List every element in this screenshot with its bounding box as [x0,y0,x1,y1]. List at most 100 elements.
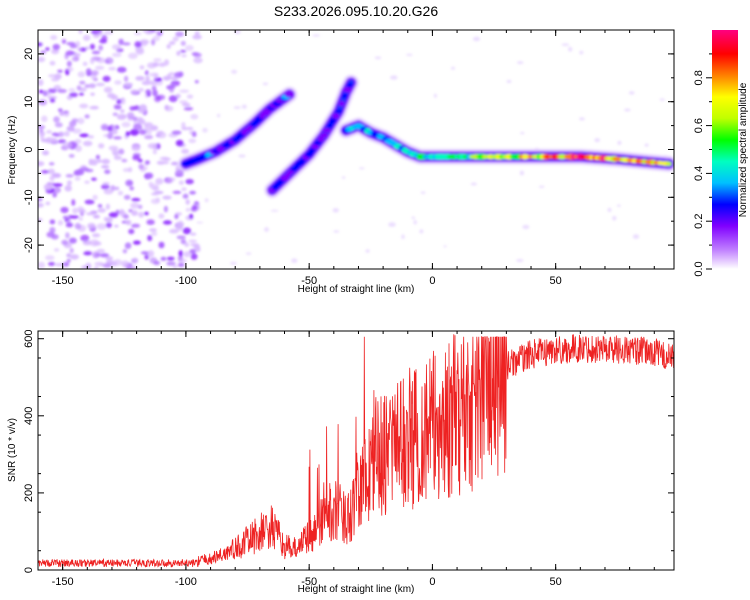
noise-blob [66,66,74,72]
noise-blob [75,145,82,152]
noise-blob [129,106,136,111]
noise-blob [95,82,105,87]
noise-blob [506,79,512,84]
noise-blob [133,123,143,131]
noise-blob [63,131,70,137]
noise-blob [522,224,530,230]
noise-blob [144,254,149,260]
noise-blob [516,259,524,262]
noise-blob [189,232,197,236]
snr-panel: -150 -100 -50 0 50 0 200 400 600 Height of strai… [7,330,675,595]
noise-blob [92,251,100,259]
trace-core [329,117,337,125]
noise-blob [77,206,84,213]
noise-blob [162,195,172,200]
noise-blob [76,47,83,51]
noise-blob [38,79,44,86]
noise-blob [166,256,175,261]
snr-y-label: SNR (10 * v/v) [7,418,18,482]
noise-blob [74,138,82,144]
noise-blob [85,262,92,269]
noise-blob [92,30,103,34]
trace-core [311,144,319,150]
trace-core [346,82,354,88]
noise-blob [169,76,179,80]
snr-frame [37,330,675,571]
spec-ytick-label: 10 [23,96,35,108]
noise-blob [57,139,67,144]
noise-blob [100,123,109,131]
noise-blob [158,213,165,219]
noise-blob [181,54,187,58]
noise-blob [84,114,90,119]
noise-blob [47,168,55,175]
noise-blob [181,122,186,129]
noise-blob [145,160,151,165]
noise-blob [92,194,98,200]
noise-blob [41,170,49,174]
noise-blob [189,190,197,195]
noise-blob [102,181,110,185]
noise-blob [168,95,178,103]
noise-blob [185,127,194,130]
noise-blob [138,129,147,135]
noise-blob [162,220,172,225]
noise-blob [112,151,119,157]
noise-blob [183,251,191,258]
spec-ytick-label: 0 [23,146,35,152]
noise-blob [146,172,154,179]
noise-blob [158,62,166,67]
noise-blob [97,208,106,213]
noise-blob [174,169,184,177]
noise-blob [169,88,175,93]
noise-blob [87,135,95,139]
noise-blob [132,155,141,161]
noise-blob [131,197,141,202]
noise-blob [101,158,111,165]
noise-blob [97,159,102,163]
noise-blob [98,44,104,51]
noise-blob [38,197,43,202]
noise-blob [113,104,118,110]
noise-blob [61,39,67,44]
noise-blob [124,82,134,87]
noise-blob [61,239,69,245]
noise-blob [170,161,179,166]
noise-blob [41,138,51,143]
noise-blob [122,263,131,268]
noise-blob [102,75,111,82]
noise-blob [312,34,321,37]
noise-blob [54,263,65,267]
noise-blob [38,56,46,63]
noise-blob [79,92,84,96]
noise-blob [76,85,82,91]
noise-blob [624,108,631,112]
noise-blob [87,222,96,229]
noise-blob [108,145,119,151]
noise-blob [114,224,119,228]
noise-blob [181,102,191,107]
noise-blob [519,170,525,176]
noise-blob [231,69,238,74]
noise-blob [144,211,149,216]
noise-blob [149,228,157,232]
noise-blob [38,261,46,269]
noise-blob [47,95,58,100]
noise-blob [175,139,184,147]
trace-core [320,132,328,138]
noise-blob [60,206,69,214]
noise-blob [144,124,150,131]
noise-blob [81,265,87,269]
noise-blob [152,89,158,97]
noise-blob [607,207,612,213]
noise-blob [193,52,202,58]
noise-blob [59,111,65,116]
noise-blob [245,252,252,255]
noise-blob [128,209,133,213]
trace-core [342,86,353,93]
noise-blob [169,84,176,90]
cbar-tick-label: 0.8 [693,70,705,85]
snr-ytick-label: 200 [23,484,35,502]
noise-blob [194,80,199,84]
